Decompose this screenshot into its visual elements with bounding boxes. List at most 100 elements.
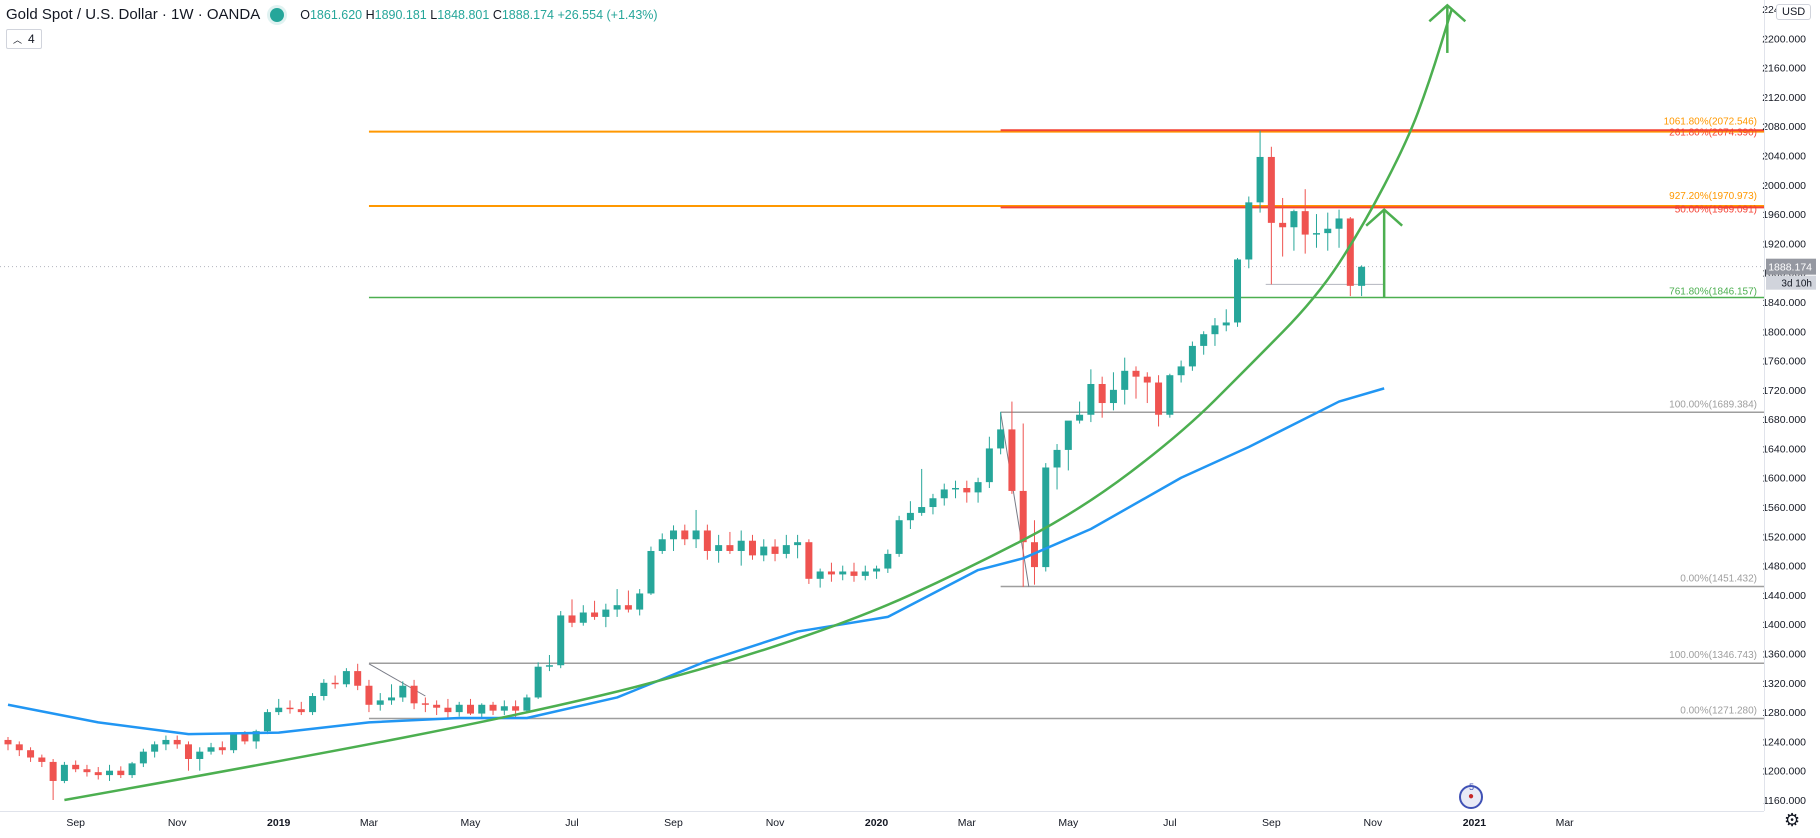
candle-body [331,682,339,685]
candle-body [27,750,35,758]
candle-body [940,489,948,499]
price-tick-label: 1640.000 [1762,443,1806,455]
candle-body [906,512,914,521]
candle-body [579,612,587,623]
candle-body [1188,345,1196,367]
currency-button[interactable]: USD [1776,4,1812,20]
price-axis[interactable]: 1160.000 1200.000 1240.000 1280.000 1320.000… [1762,4,1816,807]
candle-body [399,685,407,698]
candle-body [489,704,497,711]
time-tick-label: Sep [664,817,683,829]
candle-body [1132,370,1140,377]
price-tick-label: 1400.000 [1762,619,1806,631]
price-tick-label: 1320.000 [1762,678,1806,690]
indicators-toggle[interactable]: ︿ 4 [6,29,42,49]
fib-level-label: 0.00%(1451.432) [1680,574,1757,585]
price-tick-label: 1760.000 [1762,356,1806,368]
fib-level-label: 100.00%(1346.743) [1669,650,1757,661]
price-tick-label: 1520.000 [1762,531,1806,543]
candle-body [658,539,666,551]
candle-body [963,487,971,493]
price-tick-label: 1280.000 [1762,707,1806,719]
candle-body [342,671,350,685]
price-tick-label: 1360.000 [1762,649,1806,661]
price-tick-label: 1840.000 [1762,297,1806,309]
candle-body [1064,420,1072,450]
candle-body [1312,233,1320,235]
candle-body [72,764,80,770]
candle-body [1358,266,1366,286]
open-key: O [300,7,310,22]
candle-body [624,605,632,610]
candle-body [49,761,57,781]
candle-body [207,747,215,752]
candle-body [523,697,531,711]
tradingview-events-icon[interactable]: ● [1459,785,1483,809]
candle-body [500,706,508,711]
candle-body [545,665,553,667]
countdown-text: 3d 10h [1781,279,1812,290]
candle-body [794,542,802,546]
candle-body [365,685,373,705]
candle-body [455,704,463,713]
open-value: 1861.620 [309,7,363,22]
fib-levels: 1061.80%(2072.546)261.80%(2074.390) 927.2… [368,117,1764,720]
candle-body [1200,334,1208,346]
candle-body [1346,218,1354,286]
symbol-title[interactable]: Gold Spot / U.S. Dollar · 1W · OANDA [6,6,261,23]
time-tick-label: Sep [1262,817,1281,829]
change-value: +26.554 (+1.43%) [557,7,658,22]
moving-average-line [7,387,1385,736]
candle-body [286,707,294,710]
price-tick-label: 1440.000 [1762,590,1806,602]
indicator-lines [7,3,1467,802]
price-tick-label: 1600.000 [1762,473,1806,485]
candle-body [715,545,723,551]
arrow-head [1428,3,1467,23]
time-tick-label: Mar [360,817,379,829]
candle-body [421,703,429,705]
gear-icon[interactable]: ⚙ [1784,810,1801,830]
candle-body [388,697,396,701]
candle-body [466,704,474,714]
candle-body [1267,156,1275,223]
arrow-head [1365,208,1403,227]
candle-body [196,751,204,759]
time-tick-label: 2019 [267,817,291,829]
candle-body [557,615,565,666]
candle-body [297,709,305,713]
candle-body [952,487,960,490]
time-axis[interactable]: Sep Nov 2019 Mar May Jul Sep Nov 2020 Mar May Jul Se… [66,817,1574,829]
market-status-icon[interactable] [270,7,285,22]
candle-body [850,571,858,576]
low-key: L [430,7,438,22]
time-tick-label: Mar [1556,817,1575,829]
price-tick-label: 2040.000 [1762,150,1806,162]
time-tick-label: Nov [766,817,785,829]
candle-body [703,530,711,551]
candle-body [1301,211,1309,235]
candle-body [1335,218,1343,229]
price-tick-label: 1240.000 [1762,736,1806,748]
candle-body [1098,383,1106,404]
price-tick-label: 1680.000 [1762,414,1806,426]
candle-body [839,571,847,575]
candle-body [1087,383,1095,415]
candle-body [1166,375,1174,415]
close-value: 1888.174 [501,7,554,22]
candle-body [974,482,982,493]
price-axis-border [1764,0,1765,811]
candle-body [320,682,328,696]
fib-level-label: 100.00%(1689.384) [1669,399,1757,410]
candle-body [873,568,881,572]
candle-body [692,530,700,540]
candle-body [1042,467,1050,568]
candle-body [805,542,813,579]
exponential-growth-curve [64,8,1454,802]
candle-body [918,507,926,513]
price-tick-label: 1800.000 [1762,326,1806,338]
candle-body [173,739,181,745]
candle-body [1290,211,1298,228]
candle-body [602,609,610,617]
